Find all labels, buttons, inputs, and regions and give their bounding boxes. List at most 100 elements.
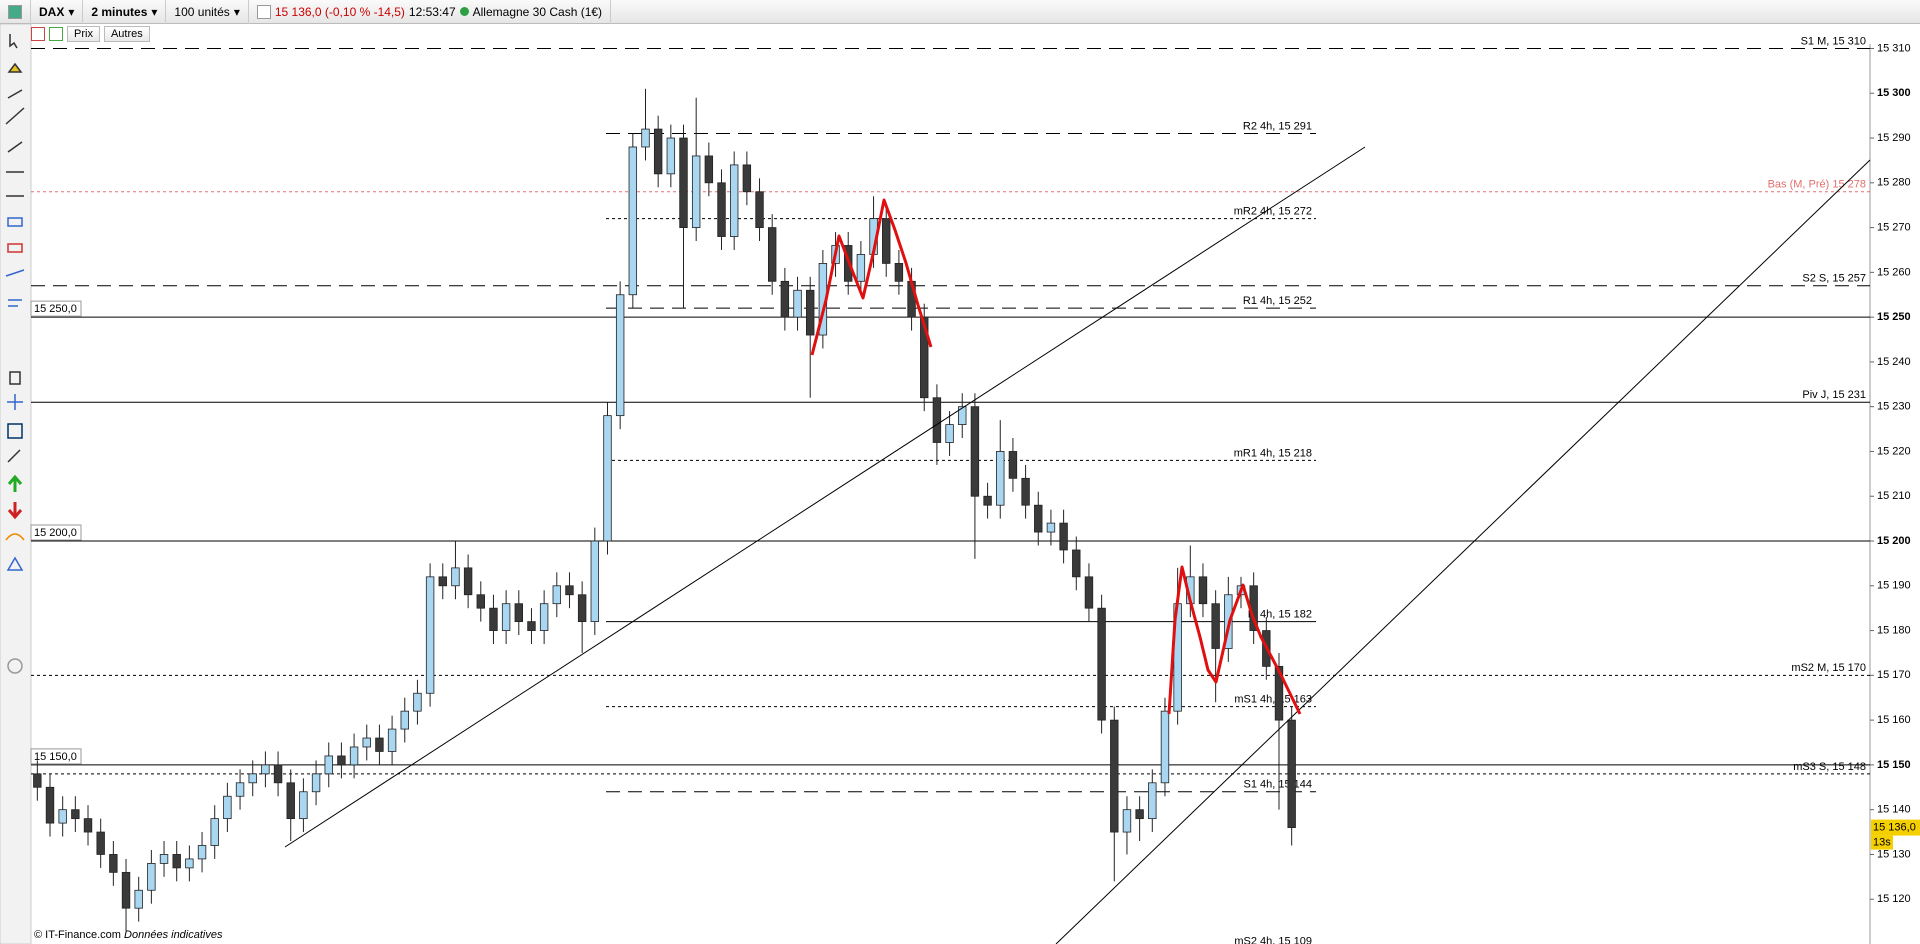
candle-body xyxy=(932,397,942,443)
sub-toolbar: Prix Autres xyxy=(31,24,150,44)
candle-body xyxy=(691,155,701,228)
down-button[interactable] xyxy=(31,27,45,41)
candle-body xyxy=(71,809,80,820)
tool-text[interactable] xyxy=(7,423,23,439)
candle-body xyxy=(920,316,929,399)
tool-delete[interactable] xyxy=(9,371,21,385)
candle-body xyxy=(882,218,891,264)
candle-body xyxy=(400,710,409,730)
level-label: S2 S, 15 257 xyxy=(1802,273,1866,285)
y-tick-label: 15 270 xyxy=(1877,221,1911,233)
candle-body xyxy=(641,128,650,148)
level-label: mS3 S, 15 148 xyxy=(1793,761,1866,773)
tool-settings[interactable] xyxy=(7,658,23,674)
plot: 15 120 15 130 15 140 15 150 15 160 15 170 15 1… xyxy=(30,35,1920,944)
y-tick-label: 15 120 xyxy=(1877,893,1911,905)
candle-body xyxy=(172,854,181,869)
freehand-pattern xyxy=(810,198,933,356)
candle-body xyxy=(501,603,511,631)
price-axis xyxy=(1870,24,1920,944)
tool-fib[interactable] xyxy=(5,269,25,277)
candle-body xyxy=(1198,576,1208,605)
logo xyxy=(0,0,31,24)
tool-triangle[interactable] xyxy=(6,556,24,571)
candle-body xyxy=(33,773,42,788)
candle-body xyxy=(552,585,562,605)
tool-line[interactable] xyxy=(5,107,25,125)
candle-body xyxy=(527,621,536,631)
up-button[interactable] xyxy=(49,27,63,41)
candle-body xyxy=(539,603,549,631)
candle-body xyxy=(121,871,131,909)
quote: 15 136,0 (-0,10 % -14,5) 12:53:47 Allemagn… xyxy=(249,0,612,24)
tool-arrow[interactable] xyxy=(7,449,21,463)
candle-body xyxy=(248,773,257,784)
level-label: R1 4h, 15 252 xyxy=(1243,295,1312,307)
round-level-label: 15 200,0 xyxy=(34,527,77,539)
footer: © IT-Finance.com Données indicatives xyxy=(34,929,223,941)
candle-body xyxy=(1008,451,1018,479)
tool-rect2[interactable] xyxy=(7,243,23,253)
round-level-box xyxy=(30,524,82,541)
candle-body xyxy=(261,764,270,775)
last-price-box xyxy=(1871,819,1920,836)
size-select[interactable]: 100 unités ▾ xyxy=(166,0,249,24)
level-label: mS2 4h, 15 109 xyxy=(1234,935,1312,944)
tool-segment[interactable] xyxy=(7,141,23,153)
tool-alert[interactable] xyxy=(7,62,23,73)
candle-body xyxy=(83,818,93,833)
candle-body xyxy=(755,191,764,228)
tool-down[interactable] xyxy=(7,502,23,520)
candle-body xyxy=(894,263,904,282)
candle-body xyxy=(565,585,574,596)
candle-body xyxy=(514,603,523,623)
candle-body xyxy=(134,889,143,909)
level-label: mS1 4h, 15 163 xyxy=(1234,694,1312,706)
last-price-label: 15 136,0 xyxy=(1873,821,1916,833)
candle-body xyxy=(983,495,992,506)
y-tick-label: 15 300 xyxy=(1877,87,1911,99)
candle-body xyxy=(679,137,688,228)
candle-body xyxy=(780,280,790,318)
level-label: mR2 4h, 15 272 xyxy=(1234,206,1312,218)
candle-body xyxy=(742,164,752,193)
tool-move[interactable] xyxy=(7,394,23,410)
candle-body xyxy=(45,786,55,824)
candle-body xyxy=(615,294,625,417)
drawings xyxy=(284,146,1871,944)
candle-body xyxy=(793,289,802,318)
tool-cursor[interactable] xyxy=(9,34,18,49)
candle-body xyxy=(273,764,283,784)
level-label: Bas (M, Pré) 15 278 xyxy=(1768,179,1866,191)
candle-body xyxy=(362,737,371,748)
candle-body xyxy=(299,791,308,820)
tool-up[interactable] xyxy=(7,474,23,492)
y-tick-label: 15 140 xyxy=(1877,804,1911,816)
level-label: M 4h, 15 182 xyxy=(1248,609,1312,621)
y-tick-label: 15 170 xyxy=(1877,669,1911,681)
candle-body xyxy=(945,424,954,443)
candle-body xyxy=(806,289,815,336)
level-label: S1 M, 15 310 xyxy=(1801,35,1866,47)
candle-body xyxy=(425,576,435,694)
tool-fib2[interactable] xyxy=(8,299,22,307)
other-button[interactable]: Autres xyxy=(103,26,150,42)
candle-body xyxy=(996,451,1005,506)
candle-body xyxy=(463,567,473,596)
period-select[interactable]: 2 minutes ▾ xyxy=(83,0,167,24)
tool-rect[interactable] xyxy=(7,217,23,227)
candle-body xyxy=(1021,477,1030,506)
y-tick-label: 15 190 xyxy=(1877,580,1911,592)
round-level-label: 15 150,0 xyxy=(34,751,77,763)
candle-body xyxy=(147,863,156,891)
tool-ruler[interactable] xyxy=(7,89,23,99)
price-button[interactable]: Prix xyxy=(67,26,100,42)
symbol-select[interactable]: DAX ▾ xyxy=(31,0,84,24)
tool-curve[interactable] xyxy=(5,533,25,541)
candle-body xyxy=(603,415,612,542)
candle-body xyxy=(185,858,194,869)
candle-body xyxy=(1287,719,1296,828)
y-tick-label: 15 310 xyxy=(1877,42,1911,54)
